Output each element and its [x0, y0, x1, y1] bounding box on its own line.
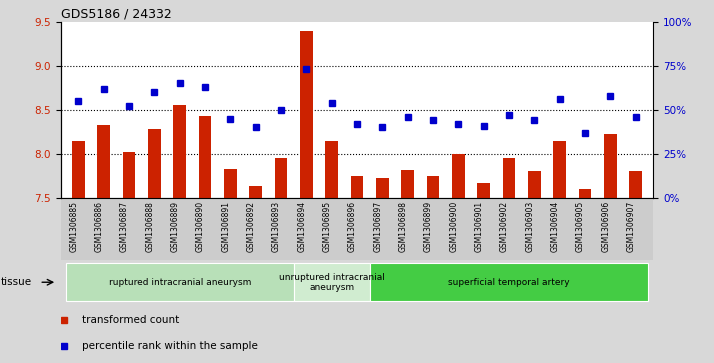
- Text: transformed count: transformed count: [82, 315, 179, 325]
- Text: GSM1306887: GSM1306887: [120, 201, 129, 252]
- Bar: [97, 125, 110, 198]
- Text: GSM1306894: GSM1306894: [297, 201, 306, 252]
- Text: GSM1306902: GSM1306902: [500, 201, 509, 252]
- Text: tissue: tissue: [1, 277, 32, 287]
- Text: GSM1306905: GSM1306905: [576, 201, 585, 252]
- Bar: [553, 140, 566, 198]
- Text: GSM1306893: GSM1306893: [272, 201, 281, 252]
- Bar: [477, 183, 490, 198]
- Bar: [351, 176, 363, 198]
- Bar: [293, 264, 370, 301]
- Bar: [376, 179, 388, 198]
- Text: GSM1306899: GSM1306899: [424, 201, 433, 252]
- Text: GSM1306897: GSM1306897: [373, 201, 382, 252]
- Text: GSM1306898: GSM1306898: [398, 201, 408, 252]
- Bar: [370, 264, 648, 301]
- Bar: [326, 140, 338, 198]
- Bar: [224, 169, 237, 198]
- Bar: [148, 129, 161, 198]
- Bar: [72, 140, 85, 198]
- Text: GSM1306904: GSM1306904: [550, 201, 560, 252]
- Text: GSM1306889: GSM1306889: [171, 201, 180, 252]
- Text: GSM1306892: GSM1306892: [247, 201, 256, 252]
- Text: GSM1306888: GSM1306888: [146, 201, 154, 252]
- Bar: [249, 186, 262, 198]
- Bar: [503, 158, 516, 198]
- Bar: [427, 176, 439, 198]
- Text: ruptured intracranial aneurysm: ruptured intracranial aneurysm: [109, 278, 251, 287]
- Text: GDS5186 / 24332: GDS5186 / 24332: [61, 7, 171, 20]
- Bar: [578, 189, 591, 198]
- Text: GSM1306907: GSM1306907: [627, 201, 635, 252]
- Text: GSM1306890: GSM1306890: [196, 201, 205, 252]
- Text: GSM1306901: GSM1306901: [475, 201, 483, 252]
- Bar: [528, 171, 540, 198]
- Bar: [123, 152, 136, 198]
- Text: GSM1306885: GSM1306885: [69, 201, 79, 252]
- Bar: [66, 264, 293, 301]
- Bar: [300, 30, 313, 198]
- Bar: [629, 171, 642, 198]
- Text: percentile rank within the sample: percentile rank within the sample: [82, 341, 258, 351]
- Bar: [174, 105, 186, 198]
- Text: GSM1306891: GSM1306891: [221, 201, 231, 252]
- Text: GSM1306900: GSM1306900: [449, 201, 458, 252]
- Bar: [198, 116, 211, 198]
- Text: GSM1306906: GSM1306906: [601, 201, 610, 252]
- Bar: [604, 134, 617, 198]
- Text: unruptured intracranial
aneurysm: unruptured intracranial aneurysm: [278, 273, 385, 292]
- Bar: [401, 170, 414, 198]
- Bar: [452, 154, 465, 198]
- Bar: [275, 158, 287, 198]
- Text: GSM1306886: GSM1306886: [95, 201, 104, 252]
- Text: GSM1306896: GSM1306896: [348, 201, 357, 252]
- Text: GSM1306895: GSM1306895: [323, 201, 332, 252]
- Text: GSM1306903: GSM1306903: [526, 201, 534, 252]
- Text: superficial temporal artery: superficial temporal artery: [448, 278, 570, 287]
